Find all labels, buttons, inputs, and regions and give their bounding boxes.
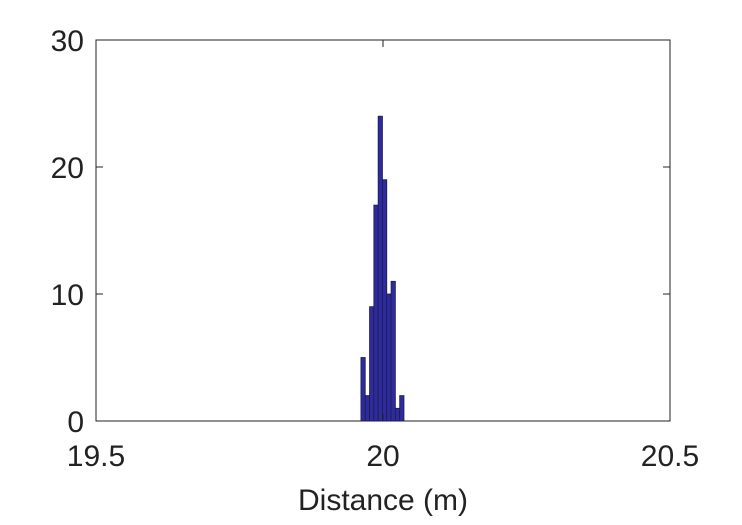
x-tick-label: 19.5 (67, 440, 125, 473)
x-axis-label: Distance (m) (298, 484, 468, 517)
histogram-bar-2 (369, 306, 375, 422)
y-tick-label: 0 (67, 406, 84, 439)
histogram-bar-9 (399, 395, 405, 422)
histogram-bar-7 (390, 280, 396, 422)
axis-ticks (95, 39, 671, 422)
histogram-bar-6 (386, 293, 392, 422)
histogram-bar-8 (394, 407, 401, 422)
histogram-bar-4 (377, 115, 383, 422)
histogram-bar-3 (373, 204, 379, 422)
axis-labels: 19.5 20 20.5 0 10 20 30 (51, 25, 700, 473)
y-tick-label: 30 (51, 25, 84, 58)
y-tick-label: 10 (51, 279, 84, 312)
histogram-bars (360, 115, 405, 422)
y-tick-label: 20 (51, 152, 84, 185)
histogram-bar-0 (360, 357, 366, 422)
histogram-bar-5 (382, 179, 388, 422)
histogram-bar-1 (364, 395, 370, 422)
x-tick-label: 20 (366, 440, 399, 473)
x-tick-label: 20.5 (641, 440, 699, 473)
